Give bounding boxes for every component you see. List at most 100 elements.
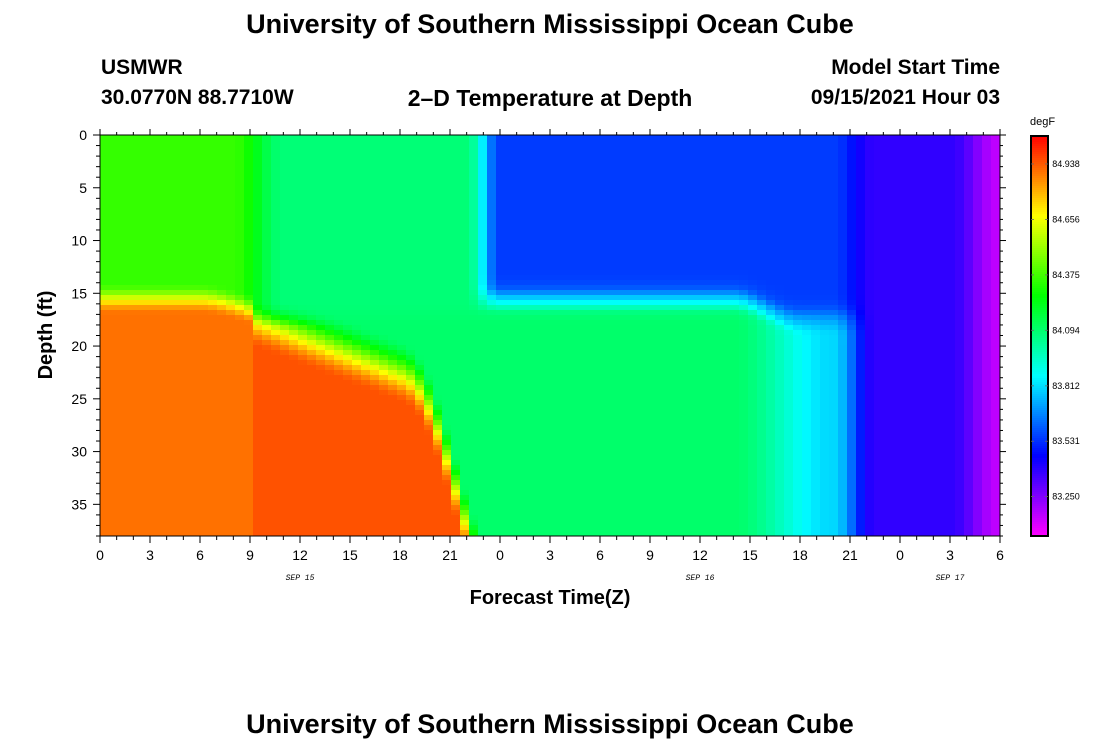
heatmap-cell <box>154 430 164 436</box>
heatmap-cell <box>451 225 461 231</box>
heatmap-cell <box>595 270 605 276</box>
heatmap-cell <box>415 365 425 371</box>
heatmap-cell <box>415 205 425 211</box>
heatmap-cell <box>640 245 650 251</box>
heatmap-cell <box>163 190 173 196</box>
heatmap-cell <box>190 160 200 166</box>
heatmap-cell <box>298 235 308 241</box>
heatmap-cell <box>334 310 344 316</box>
heatmap-cell <box>505 250 515 256</box>
heatmap-cell <box>442 480 452 486</box>
heatmap-cell <box>487 155 497 161</box>
heatmap-cell <box>181 145 191 151</box>
heatmap-cell <box>280 470 290 476</box>
heatmap-cell <box>604 480 614 486</box>
heatmap-cell <box>253 310 263 316</box>
heatmap-cell <box>190 190 200 196</box>
heatmap-cell <box>208 425 218 431</box>
heatmap-cell <box>127 450 137 456</box>
heatmap-cell <box>136 215 146 221</box>
heatmap-cell <box>379 285 389 291</box>
heatmap-cell <box>208 340 218 346</box>
heatmap-cell <box>568 295 578 301</box>
heatmap-cell <box>559 155 569 161</box>
heatmap-cell <box>469 140 479 146</box>
heatmap-cell <box>586 445 596 451</box>
heatmap-cell <box>370 510 380 516</box>
heatmap-cell <box>505 135 515 141</box>
heatmap-cell <box>253 345 263 351</box>
heatmap-cell <box>406 190 416 196</box>
heatmap-cell <box>298 155 308 161</box>
heatmap-cell <box>532 190 542 196</box>
heatmap-cell <box>532 450 542 456</box>
heatmap-cell <box>370 465 380 471</box>
heatmap-cell <box>145 470 155 476</box>
heatmap-cell <box>640 310 650 316</box>
heatmap-cell <box>325 250 335 256</box>
heatmap-cell <box>532 345 542 351</box>
heatmap-cell <box>253 315 263 321</box>
heatmap-cell <box>190 420 200 426</box>
heatmap-cell <box>604 205 614 211</box>
heatmap-cell <box>181 295 191 301</box>
heatmap-cell <box>514 475 524 481</box>
heatmap-cell <box>622 495 632 501</box>
heatmap-cell <box>424 215 434 221</box>
heatmap-cell <box>244 360 254 366</box>
heatmap-cell <box>559 465 569 471</box>
heatmap-cell <box>163 205 173 211</box>
heatmap-cell <box>586 210 596 216</box>
heatmap-cell <box>613 155 623 161</box>
heatmap-cell <box>352 295 362 301</box>
heatmap-cell <box>424 305 434 311</box>
heatmap-cell <box>298 435 308 441</box>
heatmap-cell <box>469 365 479 371</box>
heatmap-cell <box>505 405 515 411</box>
heatmap-cell <box>649 200 659 206</box>
heatmap-cell <box>469 215 479 221</box>
heatmap-cell <box>541 245 551 251</box>
heatmap-cell <box>442 285 452 291</box>
heatmap-cell <box>442 305 452 311</box>
heatmap-cell <box>424 140 434 146</box>
heatmap-cell <box>208 165 218 171</box>
heatmap-cell <box>451 140 461 146</box>
heatmap-cell <box>541 330 551 336</box>
heatmap-cell <box>613 350 623 356</box>
heatmap-cell <box>253 330 263 336</box>
heatmap-cell <box>280 395 290 401</box>
heatmap-cell <box>451 335 461 341</box>
heatmap-cell <box>181 270 191 276</box>
heatmap-cell <box>199 435 209 441</box>
heatmap-cell <box>253 265 263 271</box>
heatmap-cell <box>316 375 326 381</box>
heatmap-cell <box>289 320 299 326</box>
heatmap-cell <box>568 285 578 291</box>
heatmap-cell <box>262 445 272 451</box>
heatmap-cell <box>118 295 128 301</box>
heatmap-cell <box>262 325 272 331</box>
heatmap-cell <box>640 425 650 431</box>
heatmap-cell <box>235 435 245 441</box>
heatmap-cell <box>541 140 551 146</box>
heatmap-cell <box>469 135 479 141</box>
heatmap-cell <box>406 480 416 486</box>
heatmap-cell <box>100 530 110 536</box>
heatmap-cell <box>109 460 119 466</box>
heatmap-cell <box>361 270 371 276</box>
heatmap-cell <box>226 360 236 366</box>
heatmap-cell <box>622 510 632 516</box>
heatmap-cell <box>577 455 587 461</box>
heatmap-cell <box>298 410 308 416</box>
heatmap-cell <box>289 235 299 241</box>
heatmap-cell <box>253 530 263 536</box>
heatmap-cell <box>559 225 569 231</box>
heatmap-cell <box>262 150 272 156</box>
heatmap-cell <box>370 450 380 456</box>
heatmap-cell <box>370 155 380 161</box>
heatmap-cell <box>595 360 605 366</box>
heatmap-cell <box>253 425 263 431</box>
heatmap-cell <box>199 385 209 391</box>
heatmap-cell <box>307 480 317 486</box>
